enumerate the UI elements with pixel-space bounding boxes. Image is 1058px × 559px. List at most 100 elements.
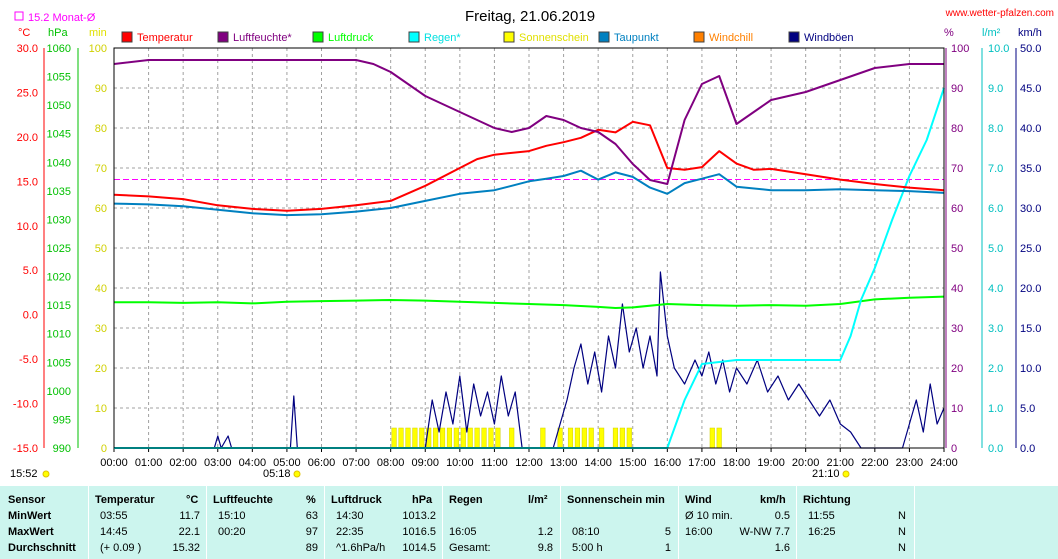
- x-tick-label: 04:00: [239, 457, 267, 469]
- stat-dir-time: 11:55: [808, 510, 835, 522]
- x-tick-label: 11:00: [481, 457, 508, 469]
- sunshine-bar: [481, 427, 487, 449]
- axis-tick-sunshine_min: 60: [95, 203, 107, 215]
- stat-rain-val: 9.8: [537, 542, 553, 554]
- axis-tick-wind_kmh: 50.0: [1020, 43, 1041, 55]
- axis-tick-humidity_pct: 20: [951, 363, 963, 375]
- stat-rain-time: Gesamt:: [449, 542, 491, 554]
- header-temperature: Temperatur: [95, 494, 155, 506]
- stat-wind-val: 1.6: [774, 542, 790, 554]
- stat-label: Durchschnitt: [8, 542, 76, 554]
- sunshine-bar: [495, 427, 501, 449]
- sunrise-label: 05:18: [263, 468, 291, 480]
- axis-tick-pressure_hpa: 1015: [47, 300, 71, 312]
- sunshine-bar: [453, 427, 459, 449]
- chart-title: Freitag, 21.06.2019: [465, 8, 595, 25]
- axis-tick-temperature_c: 15.0: [17, 176, 38, 188]
- stat-label: MaxWert: [8, 526, 54, 538]
- sunshine-bar: [619, 427, 625, 449]
- axis-tick-humidity_pct: 60: [951, 203, 963, 215]
- axis-tick-humidity_pct: 100: [951, 43, 969, 55]
- axis-tick-pressure_hpa: 1050: [47, 100, 71, 112]
- header-sensor: Sensor: [8, 494, 46, 506]
- axis-tick-humidity_pct: 10: [951, 403, 963, 415]
- sunshine-bar: [467, 427, 473, 449]
- legend-label: Sonnenschein: [519, 32, 589, 44]
- legend-label: Luftfeuchte*: [233, 32, 292, 44]
- axis-tick-pressure_hpa: 990: [53, 443, 71, 455]
- stat-pres-val: 1016.5: [402, 526, 436, 538]
- sunshine-bar: [391, 427, 397, 449]
- sunshine-bar: [612, 427, 619, 449]
- axis-tick-humidity_pct: 90: [951, 83, 963, 95]
- sunshine-bar: [599, 427, 605, 449]
- x-tick-label: 22:00: [861, 457, 889, 469]
- sunshine-bar: [588, 427, 594, 449]
- header-sunshine: Sonnenschein min: [567, 494, 665, 506]
- header-pressure-unit: hPa: [412, 494, 433, 506]
- axis-tick-wind_kmh: 25.0: [1020, 243, 1041, 255]
- series-line-luftfeuchte: [113, 59, 944, 185]
- axis-tick-wind_kmh: 0.0: [1020, 443, 1035, 455]
- site-url[interactable]: www.wetter-pfalzen.com: [945, 8, 1054, 19]
- stat-wind-val: 0.5: [774, 510, 790, 522]
- axis-tick-pressure_hpa: 995: [53, 414, 71, 426]
- x-tick-label: 05:00: [273, 457, 301, 469]
- stat-sun-val: 1: [664, 542, 671, 554]
- sunshine-bar: [439, 427, 446, 449]
- stat-pres-val: 1014.5: [402, 542, 436, 554]
- sunrise-icon: [293, 470, 301, 478]
- x-tick-label: 13:00: [550, 457, 578, 469]
- x-tick-label: 17:00: [688, 457, 716, 469]
- x-tick-label: 14:00: [584, 457, 612, 469]
- legend-swatch: [408, 31, 420, 43]
- series-line-windböen: [114, 271, 945, 449]
- x-tick-label: 16:00: [654, 457, 682, 469]
- legend: Temperatur Luftfeuchte* Luftdruck Regen* Son…: [121, 31, 854, 44]
- stat-temp-time: 14:45: [100, 526, 128, 538]
- axis-tick-temperature_c: 30.0: [17, 43, 38, 55]
- stat-dir-val: N: [898, 526, 906, 538]
- unit-percent: %: [944, 27, 954, 39]
- axis-tick-rain_lm2: 2.0: [988, 363, 1003, 375]
- axis-tick-sunshine_min: 70: [95, 163, 107, 175]
- stat-label: MinWert: [8, 510, 52, 522]
- x-tick-label: 06:00: [308, 457, 336, 469]
- legend-label: Windböen: [804, 32, 854, 44]
- header-wind: Wind: [685, 494, 712, 506]
- stat-temp-val: 11.7: [179, 510, 200, 522]
- legend-label: Taupunkt: [614, 32, 659, 44]
- axis-tick-temperature_c: 25.0: [17, 87, 38, 99]
- axis-tick-rain_lm2: 4.0: [988, 283, 1003, 295]
- stat-pres-val: 1013.2: [402, 510, 436, 522]
- legend-label: Windchill: [709, 32, 753, 44]
- x-tick-label: 07:00: [342, 457, 370, 469]
- stat-dir-val: N: [898, 510, 906, 522]
- sunshine-bar: [446, 427, 453, 449]
- stat-temp-time: 03:55: [100, 510, 128, 522]
- legend-label: Luftdruck: [328, 32, 374, 44]
- x-tick-label: 23:00: [896, 457, 924, 469]
- axis-tick-temperature_c: 10.0: [17, 221, 38, 233]
- x-tick-label: 00:00: [100, 457, 128, 469]
- legend-swatch: [693, 31, 705, 43]
- axis-tick-wind_kmh: 20.0: [1020, 283, 1041, 295]
- sunshine-bar: [574, 427, 580, 449]
- stat-wind-val: W-NW 7.7: [739, 526, 790, 538]
- axis-tick-pressure_hpa: 1055: [47, 72, 71, 84]
- axis-tick-rain_lm2: 0.0: [988, 443, 1003, 455]
- stat-sun-time: 08:10: [572, 526, 600, 538]
- axis-tick-temperature_c: -15.0: [13, 443, 38, 455]
- axis-tick-rain_lm2: 3.0: [988, 323, 1003, 335]
- x-tick-label: 02:00: [169, 457, 197, 469]
- axis-tick-pressure_hpa: 1000: [47, 386, 71, 398]
- sunshine-bar: [488, 427, 494, 449]
- sunshine-bar: [412, 427, 418, 449]
- sunshine-bar: [567, 427, 574, 449]
- axis-tick-pressure_hpa: 1060: [47, 43, 71, 55]
- stat-hum-val: 89: [305, 542, 318, 554]
- axis-tick-wind_kmh: 5.0: [1020, 403, 1035, 415]
- legend-swatch: [217, 31, 229, 43]
- axis-tick-wind_kmh: 35.0: [1020, 163, 1041, 175]
- sunshine-bar: [460, 427, 466, 449]
